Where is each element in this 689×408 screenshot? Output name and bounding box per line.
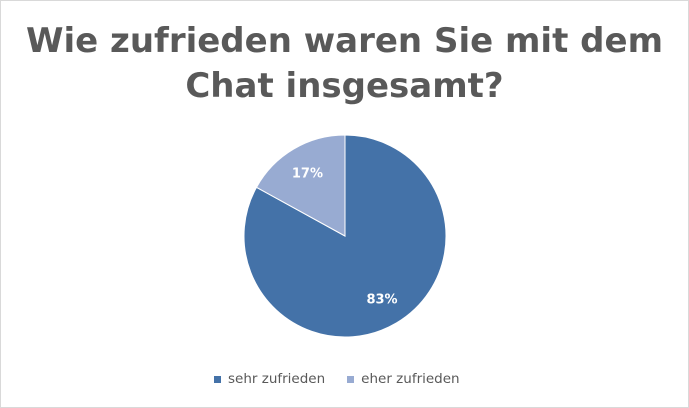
chart-title-line-2: Chat insgesamt? — [185, 66, 504, 106]
chart-title: Wie zufrieden waren Sie mit dem Chat ins… — [1, 19, 688, 109]
chart-title-line-1: Wie zufrieden waren Sie mit dem — [25, 21, 664, 61]
data-label-eher-zufrieden: 17% — [292, 167, 323, 182]
legend: sehr zufrieden eher zufrieden — [206, 366, 468, 392]
legend-swatch-eher-zufrieden — [347, 375, 355, 383]
data-label-sehr-zufrieden: 83% — [366, 293, 397, 308]
pie-slice-eher-zufrieden — [255, 134, 346, 237]
legend-item-sehr-zufrieden: sehr zufrieden — [214, 371, 325, 387]
legend-label-sehr-zufrieden: sehr zufrieden — [228, 371, 326, 387]
legend-item-eher-zufrieden: eher zufrieden — [347, 371, 460, 387]
legend-swatch-sehr-zufrieden — [214, 375, 221, 383]
legend-label-eher-zufrieden: eher zufrieden — [361, 371, 460, 387]
